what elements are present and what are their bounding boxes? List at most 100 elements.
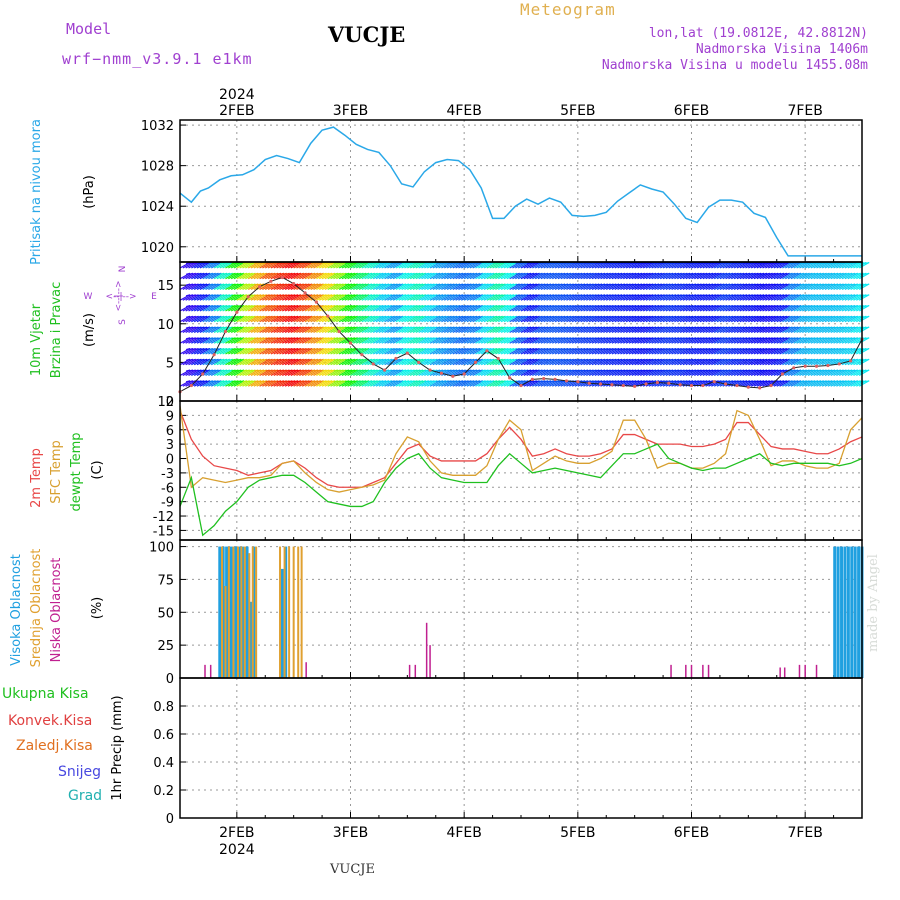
bottom-x-tick-label: 4FEB: [446, 825, 481, 841]
mid-cloud-bar: [227, 546, 230, 678]
low-cloud-bar: [707, 664, 710, 678]
y-tick-label: 10: [157, 318, 174, 333]
mid-cloud-bar: [236, 546, 239, 678]
wind-speed-point: [598, 382, 603, 386]
y-tick-label: 0: [166, 812, 174, 827]
bottom-x-tick-label: 2FEB: [219, 825, 254, 841]
low-cloud-bar: [408, 664, 411, 678]
y-tick-label: 25: [157, 639, 174, 654]
wind-speed-point: [837, 362, 841, 366]
compass-e-label: E: [151, 292, 157, 302]
mid-cloud-bar: [243, 546, 246, 678]
wind-speed-point: [803, 364, 807, 368]
top-x-tick-label: 3FEB: [333, 103, 368, 119]
mid-cloud-bar: [300, 546, 303, 678]
wind-speed-point: [371, 362, 375, 366]
high-cloud-bar: [853, 546, 857, 678]
wind-speed-point: [246, 295, 250, 299]
high-cloud-bar: [840, 546, 844, 678]
y-tick-label: 0: [166, 453, 174, 468]
high-cloud-bar: [280, 568, 284, 678]
high-cloud-bar: [237, 546, 241, 678]
y-tick-label: 6: [166, 424, 174, 439]
high-cloud-bar: [225, 546, 229, 678]
wind-ylabel-2: Brzina i Pravac: [49, 282, 64, 379]
wind-speed-point: [417, 360, 421, 364]
high-cloud-bar: [229, 546, 233, 678]
wind-speed-point: [360, 353, 364, 357]
wind-speed-point: [849, 359, 853, 363]
wind-speed-point: [451, 374, 455, 378]
y-tick-label: 15: [157, 279, 174, 294]
y-tick-label: 1020: [141, 241, 174, 256]
elevation-label: Nadmorska Visina 1406m: [695, 42, 868, 57]
wind-speed-point: [564, 379, 569, 383]
wind-arrows: [179, 261, 870, 387]
wind-speed-point: [610, 383, 614, 387]
wind-speed-point: [644, 382, 648, 386]
wind-speed-point: [587, 381, 591, 385]
y-tick-label: 0: [166, 395, 174, 410]
y-tick-label: -9: [161, 496, 174, 511]
precip-legend-1: Konvek.Kisa: [8, 713, 92, 729]
compass-ns-arrow: <--|-->: [114, 280, 124, 311]
wind-speed-point: [519, 383, 523, 388]
y-tick-label: -12: [153, 510, 174, 525]
wind-speed-point: [485, 349, 489, 353]
wind-speed-point: [394, 356, 398, 361]
high-cloud-bar: [252, 546, 256, 678]
y-tick-label: 0.4: [153, 756, 174, 771]
y-tick-label: 1032: [141, 119, 174, 134]
low-cloud-bar: [204, 664, 206, 678]
mid-cloud-ylabel: Srednja Oblacnost: [29, 549, 44, 668]
panel-frame: [179, 677, 863, 819]
wind-speed-point: [542, 377, 546, 381]
wind-speed-point: [814, 364, 819, 368]
top-x-tick-label: 5FEB: [560, 103, 595, 119]
wind-speed-point: [292, 282, 296, 286]
wind-speed-point: [530, 377, 534, 381]
pressure-ylabel: Pritisak na nivou mora: [29, 119, 44, 265]
compass-w-label: W: [84, 292, 93, 302]
low-cloud-bar: [779, 667, 781, 678]
mid-cloud-bar: [288, 546, 291, 678]
y-tick-label: -3: [161, 467, 174, 482]
low-cloud-bar: [702, 664, 704, 678]
mid-cloud-bar: [279, 546, 282, 678]
temp-2m-ylabel: 2m Temp: [29, 448, 44, 508]
bottom-x-tick-label: 3FEB: [333, 825, 368, 841]
low-cloud-bar: [685, 664, 687, 678]
wind-speed-point: [553, 377, 557, 381]
wind-speed-point: [496, 356, 500, 361]
y-tick-label: 100: [149, 541, 174, 556]
high-cloud-bar: [857, 546, 861, 678]
mid-cloud-bar: [251, 546, 254, 678]
low-cloud-bar: [815, 664, 818, 678]
wind-speed-point: [383, 368, 387, 372]
wind-speed-point: [314, 300, 318, 304]
mid-cloud-bar: [232, 546, 235, 678]
high-cloud-bar: [850, 546, 854, 678]
low-cloud-bar: [690, 664, 693, 678]
cloud-unit: (%): [90, 597, 105, 620]
high-cloud-bar: [833, 546, 837, 678]
top-x-tick-label: 2FEB: [219, 103, 254, 119]
low-cloud-bar: [414, 664, 417, 678]
wind-speed-point: [348, 341, 353, 345]
wind-speed-point: [462, 372, 466, 376]
temp-sfc-line: [179, 405, 863, 493]
station-title: VUCJE: [328, 22, 406, 47]
y-tick-label: 0.8: [153, 700, 174, 715]
wind-speed-point: [473, 360, 478, 364]
panel-frame: [179, 400, 863, 541]
bottom-x-tick-label: 6FEB: [674, 825, 709, 841]
product-title: Meteogram: [520, 0, 616, 19]
y-tick-label: 1028: [141, 160, 174, 175]
top-year-label: 2024: [219, 87, 255, 103]
wind-speed-point: [689, 383, 694, 388]
wind-speed-point: [223, 329, 228, 334]
compass-ew-arrow: <--|-->: [105, 292, 136, 302]
wind-speed-point: [621, 383, 625, 388]
high-cloud-bar: [284, 546, 288, 678]
wind-speed-point: [189, 383, 193, 388]
